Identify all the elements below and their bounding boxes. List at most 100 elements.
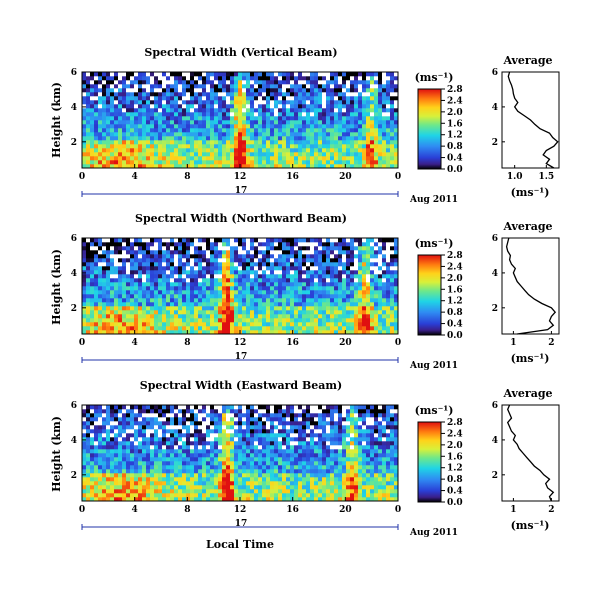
heatmap-cell (206, 96, 210, 100)
heatmap-cell (122, 262, 126, 266)
heatmap-cell (350, 144, 354, 148)
heatmap-cell (150, 262, 154, 266)
heatmap-cell (370, 278, 374, 282)
heatmap-cell (258, 461, 262, 465)
heatmap-cell (314, 238, 318, 242)
heatmap-cell (222, 148, 226, 152)
heatmap-cell (230, 409, 234, 413)
heatmap-cell (334, 112, 338, 116)
heatmap-cell (82, 417, 86, 421)
heatmap-cell (126, 88, 130, 92)
heatmap-cell (126, 433, 130, 437)
heatmap-cell (130, 124, 134, 128)
heatmap-cell (142, 250, 146, 254)
heatmap-cell (382, 318, 386, 322)
heatmap-cell (254, 156, 258, 160)
heatmap-cell (230, 254, 234, 258)
heatmap-cell (138, 302, 142, 306)
heatmap-cell (382, 306, 386, 310)
heatmap-cell (234, 306, 238, 310)
heatmap-cell (266, 302, 270, 306)
heatmap-cell (150, 274, 154, 278)
heatmap-cell (186, 302, 190, 306)
heatmap-cell (334, 326, 338, 330)
heatmap-cell (370, 246, 374, 250)
heatmap-cell (142, 429, 146, 433)
heatmap-cell (194, 441, 198, 445)
heatmap-cell (322, 298, 326, 302)
heatmap-cell (214, 306, 218, 310)
heatmap-cell (226, 108, 230, 112)
heatmap-cell (130, 489, 134, 493)
heatmap-cell (186, 294, 190, 298)
heatmap-cell (342, 100, 346, 104)
heatmap-cell (262, 104, 266, 108)
heatmap-cell (138, 294, 142, 298)
heatmap-cell (170, 465, 174, 469)
heatmap-cell (282, 326, 286, 330)
heatmap-cell (126, 254, 130, 258)
heatmap-cell (302, 116, 306, 120)
heatmap-cell (330, 104, 334, 108)
heatmap-cell (90, 152, 94, 156)
heatmap-cell (154, 421, 158, 425)
heatmap-cell (202, 80, 206, 84)
heatmap-cell (222, 481, 226, 485)
heatmap-cell (170, 84, 174, 88)
heatmap-cell (86, 421, 90, 425)
heatmap-cell (130, 425, 134, 429)
heatmap-cell (362, 156, 366, 160)
heatmap-cell (266, 76, 270, 80)
heatmap-cell (330, 80, 334, 84)
heatmap-cell (150, 302, 154, 306)
heatmap-cell (158, 84, 162, 88)
heatmap-cell (310, 160, 314, 164)
heatmap-cell (386, 124, 390, 128)
heatmap-cell (170, 477, 174, 481)
heatmap-cell (170, 246, 174, 250)
heatmap-cell (118, 310, 122, 314)
heatmap-cell (190, 76, 194, 80)
heatmap-cell (170, 425, 174, 429)
heatmap-cell (210, 108, 214, 112)
heatmap-cell (230, 481, 234, 485)
heatmap-cell (90, 306, 94, 310)
heatmap-cell (262, 306, 266, 310)
heatmap-cell (390, 80, 394, 84)
heatmap-cell (126, 278, 130, 282)
heatmap-cell (198, 136, 202, 140)
heatmap-cell (258, 104, 262, 108)
heatmap-cell (370, 144, 374, 148)
heatmap-cell (186, 140, 190, 144)
heatmap-cell (162, 160, 166, 164)
heatmap-cell (110, 286, 114, 290)
heatmap-cell (266, 120, 270, 124)
heatmap-cell (82, 318, 86, 322)
heatmap-cell (318, 318, 322, 322)
heatmap-cell (138, 148, 142, 152)
heatmap-cell (358, 278, 362, 282)
heatmap-cell (294, 294, 298, 298)
heatmap-cell (278, 148, 282, 152)
heatmap-cell (82, 72, 86, 76)
heatmap-cell (90, 310, 94, 314)
heatmap-cell (358, 258, 362, 262)
heatmap-cell (290, 258, 294, 262)
heatmap-cell (230, 441, 234, 445)
heatmap-cell (114, 104, 118, 108)
heatmap-cell (122, 445, 126, 449)
heatmap-cell (270, 298, 274, 302)
heatmap-cell (82, 278, 86, 282)
heatmap-cell (326, 156, 330, 160)
heatmap-cell (258, 140, 262, 144)
heatmap-cell (202, 156, 206, 160)
heatmap-cell (210, 489, 214, 493)
heatmap-cell (166, 144, 170, 148)
heatmap-cell (246, 493, 250, 497)
heatmap-cell (306, 262, 310, 266)
heatmap-cell (294, 290, 298, 294)
heatmap-cell (174, 298, 178, 302)
heatmap-cell (154, 92, 158, 96)
heatmap-cell (170, 417, 174, 421)
heatmap-cell (302, 242, 306, 246)
